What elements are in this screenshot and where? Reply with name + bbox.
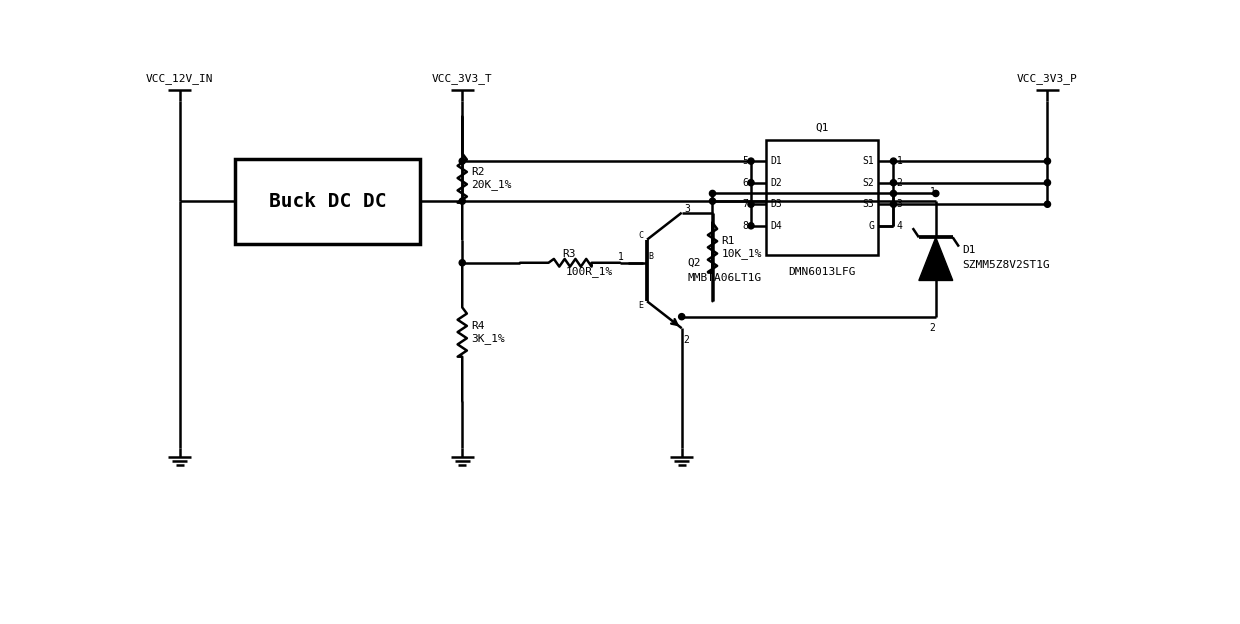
Text: D2: D2 [770,178,782,188]
Circle shape [459,198,465,204]
Text: D1: D1 [770,156,782,166]
Text: VCC_3V3_P: VCC_3V3_P [1017,73,1078,84]
Text: C: C [639,232,644,240]
Circle shape [1044,201,1050,207]
Text: 10K_1%: 10K_1% [722,248,763,259]
Circle shape [890,190,897,197]
Circle shape [678,314,684,319]
Text: E: E [639,301,644,310]
Circle shape [890,201,897,207]
Circle shape [932,190,939,197]
Polygon shape [919,237,952,280]
Text: R2: R2 [471,167,485,177]
Circle shape [748,201,754,207]
Circle shape [709,198,715,204]
Text: G: G [868,221,874,231]
Text: D3: D3 [770,199,782,209]
Text: S2: S2 [863,178,874,188]
Bar [236,159,420,243]
Text: S1: S1 [863,156,874,166]
Text: R4: R4 [471,321,485,331]
Text: 5: 5 [742,156,748,166]
Text: 3K_1%: 3K_1% [471,333,505,344]
Text: 3: 3 [684,204,689,214]
Bar [766,140,878,255]
Circle shape [748,223,754,229]
Text: DMN6013LFG: DMN6013LFG [789,267,856,277]
Circle shape [459,260,465,266]
Text: 2: 2 [683,334,689,344]
Text: 2: 2 [930,323,935,333]
Text: Q2: Q2 [688,258,702,268]
Text: R3: R3 [563,248,575,258]
Text: B: B [649,252,653,261]
Text: 1: 1 [618,251,624,261]
Circle shape [890,158,897,164]
Text: 7: 7 [742,199,748,209]
Text: 8: 8 [742,221,748,231]
Text: 1: 1 [930,187,935,197]
Text: S3: S3 [863,199,874,209]
Text: 4: 4 [897,221,903,231]
Circle shape [1044,180,1050,186]
Text: 2: 2 [897,178,903,188]
Text: Q1: Q1 [816,122,830,132]
Text: 6: 6 [742,178,748,188]
Text: D1: D1 [962,245,976,255]
Text: 100R_1%: 100R_1% [567,266,614,278]
Text: MMBTA06LT1G: MMBTA06LT1G [688,273,763,283]
Circle shape [1044,158,1050,164]
Circle shape [709,190,715,197]
Circle shape [890,180,897,186]
Circle shape [748,180,754,186]
Text: Buck DC DC: Buck DC DC [269,192,386,211]
Text: 20K_1%: 20K_1% [471,178,512,190]
Text: 1: 1 [897,156,903,166]
Text: R1: R1 [722,236,735,246]
Circle shape [748,158,754,164]
Text: D4: D4 [770,221,782,231]
Text: SZMM5Z8V2ST1G: SZMM5Z8V2ST1G [962,260,1050,270]
Text: VCC_3V3_T: VCC_3V3_T [432,73,492,84]
Circle shape [459,158,465,164]
Text: VCC_12V_IN: VCC_12V_IN [146,73,213,84]
Text: 3: 3 [897,199,903,209]
